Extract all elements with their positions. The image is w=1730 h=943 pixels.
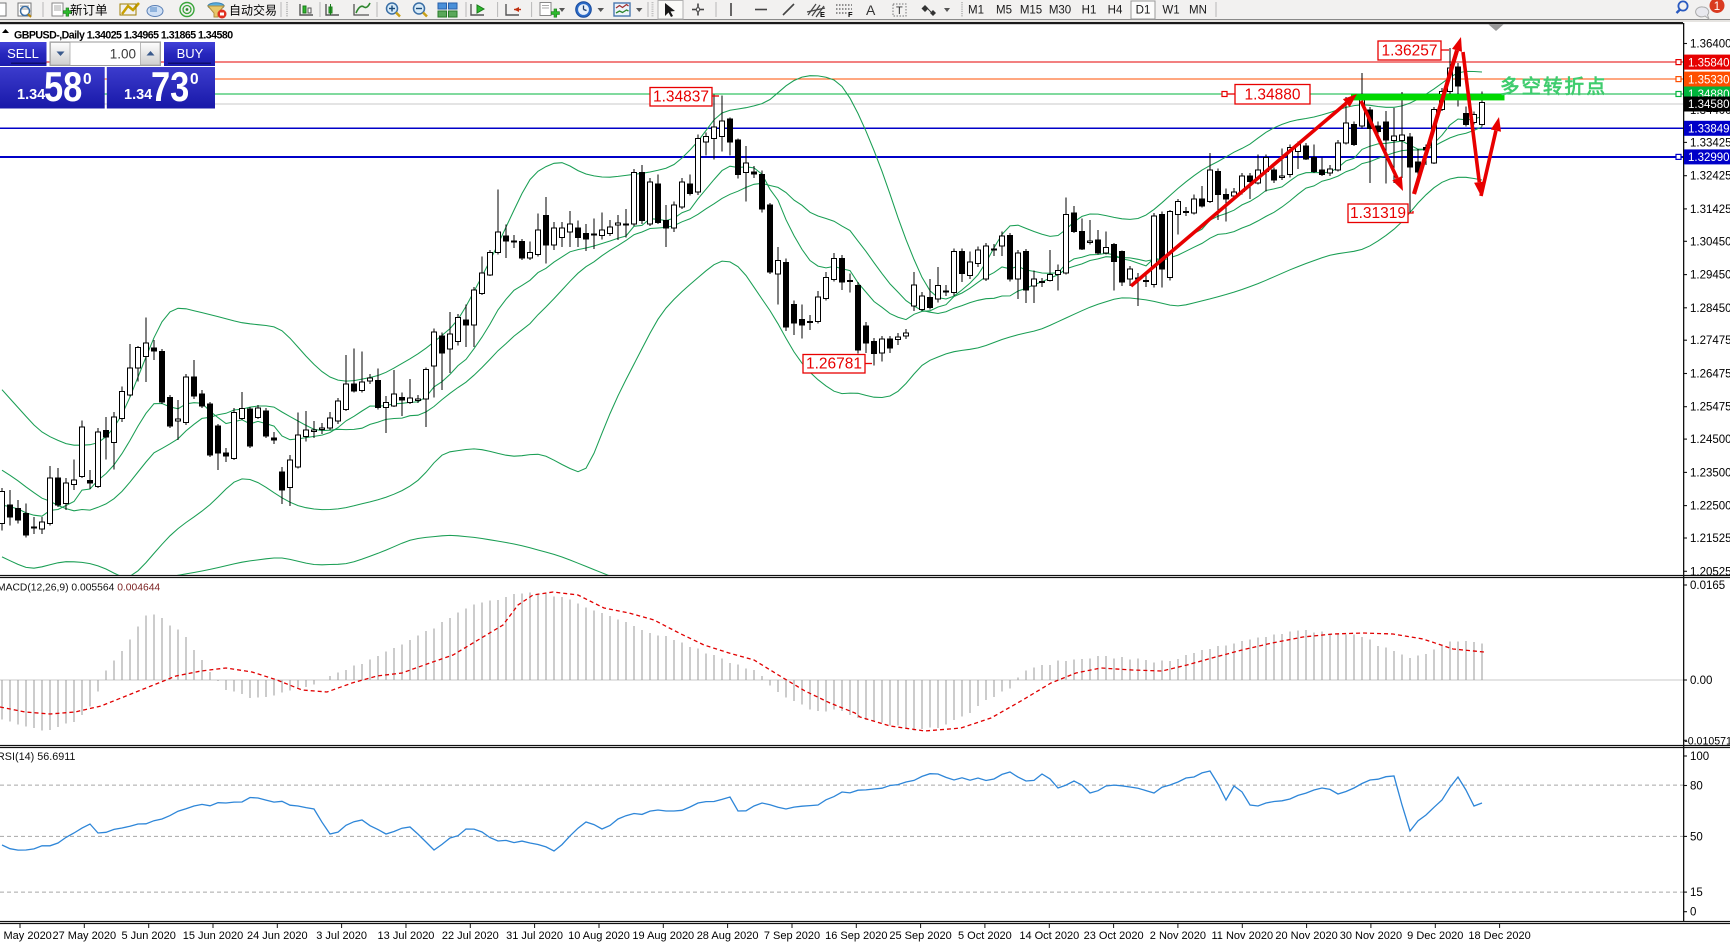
svg-text:14 Oct 2020: 14 Oct 2020 [1019,930,1079,942]
svg-text:1.00: 1.00 [110,47,136,62]
svg-text:1.26475: 1.26475 [1690,369,1730,381]
svg-text:73: 73 [151,64,189,111]
svg-text:MN: MN [1189,5,1207,17]
svg-text:T: T [896,5,903,17]
svg-text:1.28450: 1.28450 [1690,303,1730,315]
svg-text:1.26781: 1.26781 [806,356,862,373]
svg-text:SELL: SELL [7,46,39,61]
svg-text:22 Jul 2020: 22 Jul 2020 [442,930,499,942]
svg-text:30 Nov 2020: 30 Nov 2020 [1340,930,1402,942]
svg-text:-0.010571: -0.010571 [1684,735,1730,747]
svg-text:1.25475: 1.25475 [1690,402,1730,414]
svg-text:5 Oct 2020: 5 Oct 2020 [958,930,1012,942]
svg-text:BUY: BUY [177,46,204,61]
svg-text:1.34880: 1.34880 [1244,87,1300,104]
svg-text:24 Jun 2020: 24 Jun 2020 [247,930,308,942]
svg-text:13 Jul 2020: 13 Jul 2020 [378,930,435,942]
svg-text:1.32425: 1.32425 [1690,171,1730,183]
svg-text:新订单: 新订单 [70,3,108,18]
svg-text:F: F [848,10,853,19]
svg-text:15: 15 [1690,887,1703,899]
svg-text:7 Sep 2020: 7 Sep 2020 [764,930,820,942]
svg-text:1.34: 1.34 [17,87,45,103]
svg-text:1.29450: 1.29450 [1690,270,1730,282]
svg-text:1.20525: 1.20525 [1690,566,1730,578]
svg-text:W1: W1 [1162,5,1179,17]
svg-text:25 Sep 2020: 25 Sep 2020 [889,930,951,942]
svg-text:18 Dec 2020: 18 Dec 2020 [1468,930,1530,942]
svg-text:27 May 2020: 27 May 2020 [52,930,116,942]
svg-text:H4: H4 [1108,5,1123,17]
svg-text:1.31319: 1.31319 [1350,205,1406,222]
svg-text:10 Aug 2020: 10 Aug 2020 [568,930,630,942]
svg-text:100: 100 [1690,751,1709,763]
svg-text:11 Nov 2020: 11 Nov 2020 [1212,930,1274,942]
svg-text:1.35330: 1.35330 [1688,74,1730,86]
svg-text:1.22500: 1.22500 [1690,501,1730,513]
svg-text:E: E [820,10,825,19]
svg-text:0.0165: 0.0165 [1690,580,1725,592]
svg-text:1.27475: 1.27475 [1690,335,1730,347]
svg-text:多空转折点: 多空转折点 [1500,75,1608,98]
svg-text:1.34580: 1.34580 [1688,99,1730,111]
svg-text:31 Jul 2020: 31 Jul 2020 [506,930,563,942]
svg-text:0: 0 [83,71,92,88]
svg-text:1.32990: 1.32990 [1688,152,1730,164]
svg-text:1.21525: 1.21525 [1690,533,1730,545]
svg-text:H1: H1 [1082,5,1097,17]
svg-text:M1: M1 [968,5,984,17]
svg-text:19 Aug 2020: 19 Aug 2020 [632,930,694,942]
svg-text:1.30450: 1.30450 [1690,236,1730,248]
svg-text:MACD(12,26,9) 0.005564 0.00464: MACD(12,26,9) 0.005564 0.004644 [0,583,160,594]
svg-text:0: 0 [190,71,199,88]
svg-text:15 Jun 2020: 15 Jun 2020 [183,930,244,942]
svg-text:18 May 2020: 18 May 2020 [0,930,52,942]
svg-text:20 Nov 2020: 20 Nov 2020 [1275,930,1337,942]
svg-text:1.23500: 1.23500 [1690,467,1730,479]
svg-text:1.33425: 1.33425 [1690,137,1730,149]
svg-text:M5: M5 [996,5,1012,17]
svg-text:2 Nov 2020: 2 Nov 2020 [1150,930,1206,942]
svg-text:3 Jul 2020: 3 Jul 2020 [316,930,367,942]
svg-text:1.35840: 1.35840 [1688,57,1730,69]
svg-text:M15: M15 [1020,5,1042,17]
svg-text:23 Oct 2020: 23 Oct 2020 [1084,930,1144,942]
svg-text:0: 0 [1690,907,1696,919]
svg-text:1.31425: 1.31425 [1690,204,1730,216]
svg-text:80: 80 [1690,781,1703,793]
svg-text:1: 1 [1714,1,1720,13]
svg-text:GBPUSD-,Daily 1.34025 1.34965: GBPUSD-,Daily 1.34025 1.34965 1.31865 1.… [14,30,233,42]
svg-text:1.33849: 1.33849 [1688,124,1730,136]
svg-text:自动交易: 自动交易 [229,3,277,18]
svg-text:0.00: 0.00 [1690,675,1712,687]
svg-text:M30: M30 [1049,5,1071,17]
svg-text:50: 50 [1690,831,1703,843]
svg-text:16 Sep 2020: 16 Sep 2020 [825,930,887,942]
svg-text:5 Jun 2020: 5 Jun 2020 [121,930,175,942]
svg-text:1.34: 1.34 [124,87,152,103]
svg-text:1.36400: 1.36400 [1690,39,1730,51]
svg-text:9 Dec 2020: 9 Dec 2020 [1407,930,1463,942]
svg-text:A: A [866,2,876,18]
svg-text:58: 58 [44,64,82,111]
svg-text:RSI(14) 56.6911: RSI(14) 56.6911 [0,751,75,763]
svg-text:1.34837: 1.34837 [653,89,709,106]
svg-text:D1: D1 [1136,5,1151,17]
svg-text:1.36257: 1.36257 [1381,43,1437,60]
svg-text:1.24500: 1.24500 [1690,434,1730,446]
svg-text:28 Aug 2020: 28 Aug 2020 [697,930,759,942]
